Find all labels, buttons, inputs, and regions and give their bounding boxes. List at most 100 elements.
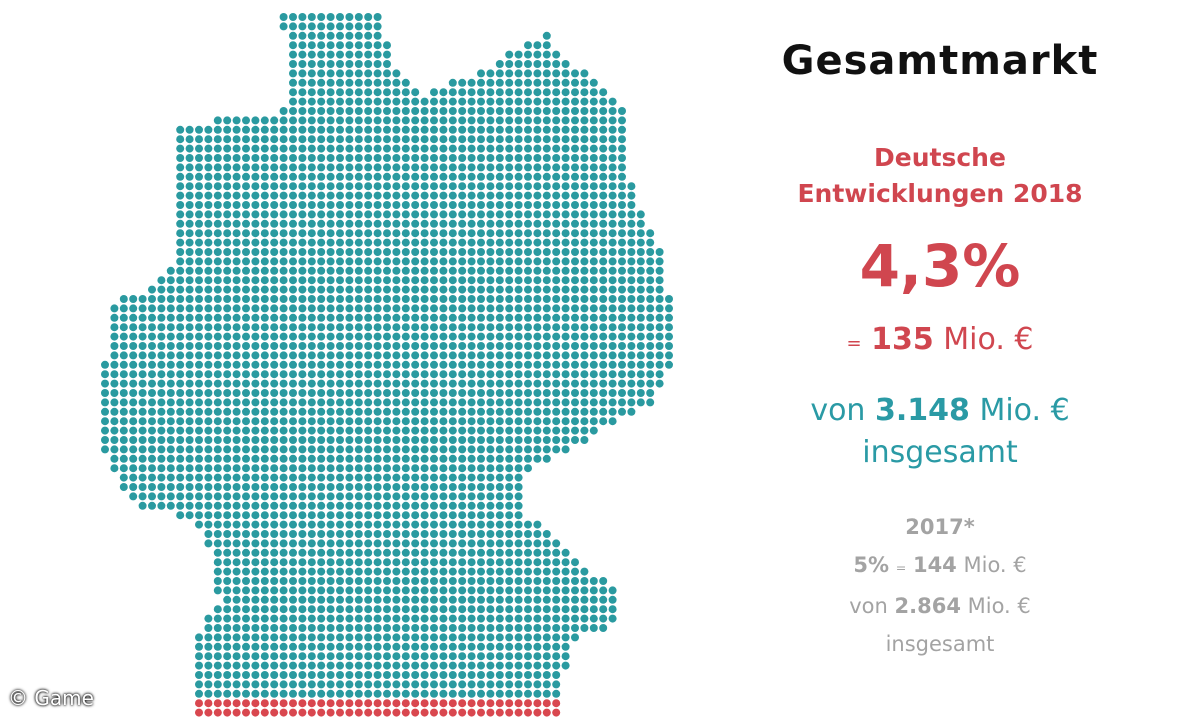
dot — [505, 708, 514, 717]
dot — [373, 520, 382, 529]
dot — [289, 473, 297, 482]
dot — [477, 257, 485, 266]
dot — [505, 530, 514, 538]
dot — [561, 248, 570, 256]
dot — [354, 577, 363, 585]
dot — [646, 276, 655, 285]
dot — [411, 295, 420, 303]
dot — [486, 342, 495, 350]
dot — [195, 407, 203, 416]
dot — [618, 360, 626, 369]
dot — [467, 633, 476, 642]
dot — [326, 699, 335, 708]
dot — [655, 313, 664, 322]
dot — [354, 624, 363, 632]
dot — [317, 360, 326, 369]
dot — [204, 219, 213, 228]
dot — [533, 50, 542, 59]
dot — [467, 642, 476, 651]
dot — [260, 689, 269, 698]
dot — [166, 351, 175, 360]
dot — [260, 454, 269, 463]
dot — [176, 313, 185, 322]
dot — [270, 135, 279, 144]
dot — [514, 154, 523, 162]
dot — [242, 595, 250, 604]
dot — [580, 219, 589, 228]
dot — [411, 332, 420, 341]
dot — [495, 332, 504, 341]
dot — [533, 379, 542, 388]
dot — [411, 88, 420, 97]
dot — [655, 360, 664, 369]
dot — [665, 295, 673, 303]
dot — [345, 97, 354, 106]
dot — [420, 671, 429, 679]
dot — [195, 266, 203, 275]
dot — [185, 483, 194, 491]
dot — [204, 163, 213, 172]
dot — [439, 304, 448, 313]
dot — [495, 351, 504, 360]
dot — [213, 144, 222, 153]
dot — [392, 135, 401, 144]
dot — [232, 530, 241, 538]
dot — [289, 50, 297, 59]
dot — [354, 370, 363, 379]
dot — [458, 370, 467, 379]
dot — [411, 689, 420, 698]
dot — [542, 351, 551, 360]
dot — [307, 276, 316, 285]
dot — [148, 473, 156, 482]
dot — [242, 248, 250, 256]
dot — [336, 671, 344, 679]
dot — [486, 614, 495, 623]
dot — [430, 624, 438, 632]
dot — [317, 41, 326, 50]
dot — [251, 548, 260, 557]
dot — [589, 389, 598, 397]
dot — [364, 708, 373, 717]
dot — [561, 661, 570, 670]
dot — [242, 661, 250, 670]
dot — [448, 530, 457, 538]
dot — [448, 586, 457, 595]
dot — [204, 501, 213, 510]
dot — [420, 558, 429, 567]
dot — [608, 238, 617, 247]
current-amount: = 135 Mio. € — [760, 322, 1120, 357]
dot — [336, 31, 344, 40]
dot — [552, 652, 561, 661]
dot — [213, 708, 222, 717]
dot — [486, 407, 495, 416]
dot — [608, 172, 617, 181]
dot — [599, 107, 608, 115]
dot — [101, 379, 109, 388]
dot — [307, 125, 316, 134]
dot — [345, 135, 354, 144]
dot — [260, 511, 269, 520]
dot — [242, 464, 250, 473]
dot — [383, 172, 391, 181]
dot — [533, 60, 542, 68]
dot — [411, 492, 420, 501]
dot — [495, 78, 504, 87]
dot — [599, 398, 608, 407]
dot — [110, 436, 119, 444]
dot — [608, 389, 617, 397]
dot — [251, 699, 260, 708]
dot — [298, 558, 307, 567]
dot — [185, 163, 194, 172]
dot — [486, 473, 495, 482]
dot — [524, 595, 532, 604]
dot — [364, 285, 373, 294]
dot — [486, 323, 495, 332]
dot — [307, 238, 316, 247]
dot — [289, 210, 297, 219]
dot — [401, 144, 410, 153]
dot — [298, 577, 307, 585]
dot — [533, 642, 542, 651]
dot — [514, 548, 523, 557]
dot — [289, 586, 297, 595]
dot — [185, 417, 194, 426]
